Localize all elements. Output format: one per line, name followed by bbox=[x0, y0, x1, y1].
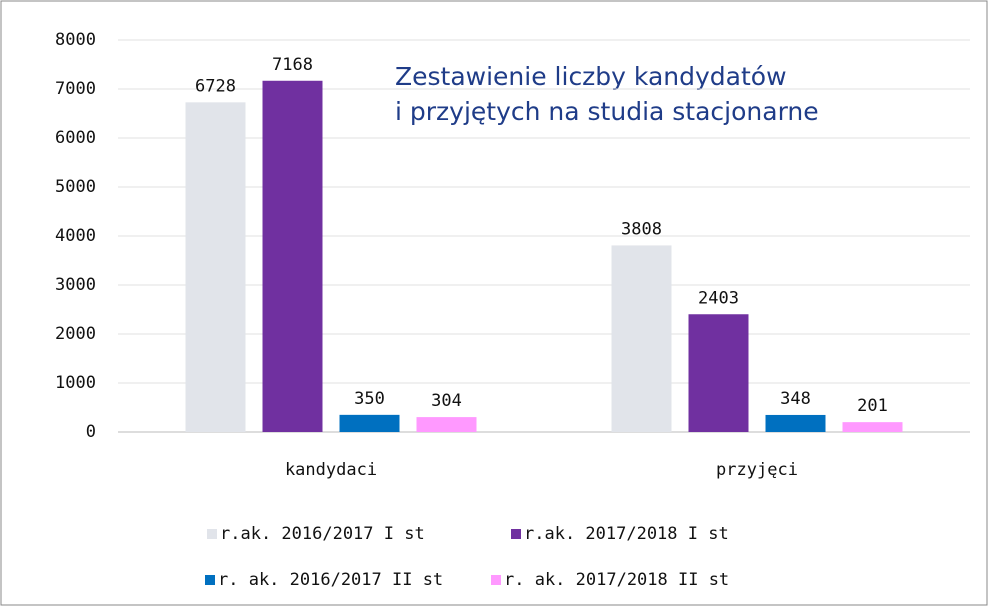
value-label: 348 bbox=[780, 389, 811, 409]
x-tick-label: przyjęci bbox=[716, 460, 798, 480]
x-tick-label: kandydaci bbox=[285, 460, 377, 480]
y-tick-label: 2000 bbox=[55, 324, 96, 344]
value-label: 2403 bbox=[698, 288, 739, 308]
value-label: 201 bbox=[857, 396, 888, 416]
y-tick-label: 4000 bbox=[55, 226, 96, 246]
y-tick-label: 3000 bbox=[55, 275, 96, 295]
bar bbox=[765, 414, 826, 432]
y-tick-label: 1000 bbox=[55, 373, 96, 393]
chart-title: i przyjętych na studia stacjonarne bbox=[395, 97, 819, 126]
y-tick-label: 6000 bbox=[55, 128, 96, 148]
value-label: 6728 bbox=[195, 76, 236, 96]
value-label: 350 bbox=[354, 389, 385, 409]
y-tick-label: 7000 bbox=[55, 79, 96, 99]
value-label: 7168 bbox=[272, 55, 313, 75]
bar bbox=[611, 245, 672, 432]
bar bbox=[688, 314, 749, 432]
y-tick-label: 0 bbox=[86, 422, 96, 442]
chart-title: Zestawienie liczby kandydatów bbox=[395, 62, 787, 91]
bar bbox=[842, 422, 903, 432]
y-tick-label: 5000 bbox=[55, 177, 96, 197]
y-tick-label: 8000 bbox=[55, 30, 96, 50]
legend-label: r.ak. 2016/2017 I st bbox=[220, 524, 425, 544]
legend-label: r. ak. 2017/2018 II st bbox=[504, 570, 729, 590]
legend-label: r. ak. 2016/2017 II st bbox=[218, 570, 443, 590]
bar bbox=[185, 102, 246, 432]
legend-swatch bbox=[511, 529, 521, 539]
value-label: 3808 bbox=[621, 219, 662, 239]
bar bbox=[262, 80, 323, 432]
legend-swatch bbox=[205, 575, 215, 585]
bar bbox=[339, 414, 400, 432]
bar bbox=[416, 417, 477, 432]
legend-swatch bbox=[491, 575, 501, 585]
legend-label: r.ak. 2017/2018 I st bbox=[524, 524, 729, 544]
value-label: 304 bbox=[431, 391, 462, 411]
legend-swatch bbox=[207, 529, 217, 539]
